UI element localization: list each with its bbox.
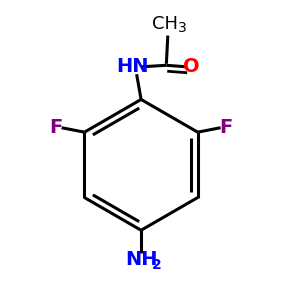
Text: NH: NH — [125, 250, 157, 269]
Text: O: O — [183, 57, 200, 76]
Text: 2: 2 — [152, 258, 161, 272]
Text: 3: 3 — [178, 21, 187, 35]
Text: CH: CH — [152, 15, 178, 33]
Text: F: F — [50, 118, 63, 137]
Text: F: F — [219, 118, 232, 137]
Text: HN: HN — [116, 57, 148, 76]
